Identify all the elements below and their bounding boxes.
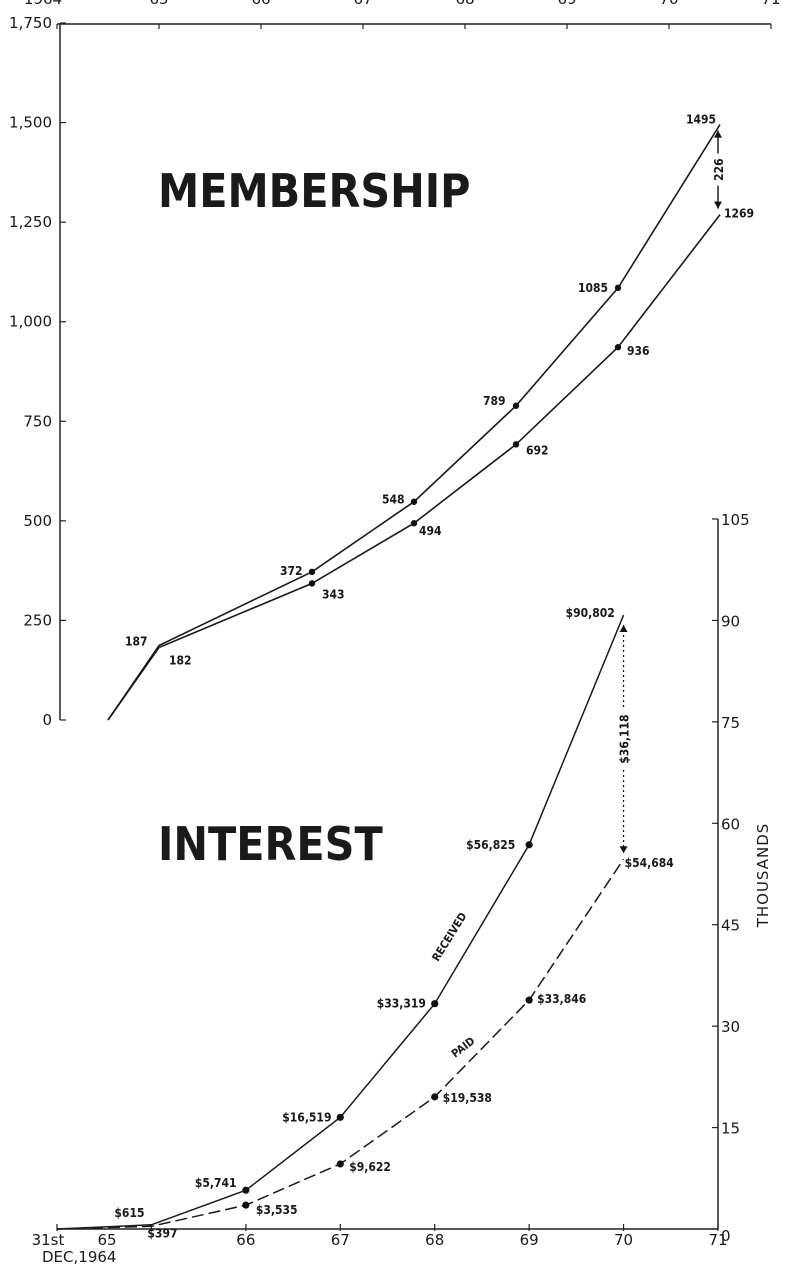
membership-arrowhead-up (714, 130, 722, 138)
interest-x-tick-label: 67 (331, 1231, 350, 1249)
interest-point (525, 841, 533, 849)
membership-data-label: 343 (322, 587, 345, 601)
membership-point (614, 344, 622, 351)
membership-data-label: 789 (483, 394, 506, 408)
interest-point (242, 1186, 250, 1194)
membership-point (410, 520, 418, 527)
interest-difference-label-bg (615, 709, 632, 770)
membership-title: MEMBERSHIP (158, 164, 471, 218)
interest-y-tick-label: 75 (721, 714, 740, 732)
interest-point (431, 1000, 439, 1008)
membership-point (308, 580, 316, 587)
membership-series-line-2 (107, 214, 721, 721)
interest-point (431, 1093, 439, 1101)
membership-arrowhead-down (714, 201, 722, 209)
interest-x-tick-label: 68 (425, 1231, 444, 1249)
interest-x-tick-label: 69 (520, 1231, 539, 1249)
membership-y-tick-label: 1,000 (9, 313, 52, 331)
membership-data-label: 372 (280, 564, 303, 578)
interest-chart: INTEREST 0 15 30 45 60 75 90 105 THOUSANDS 31st 65… (32, 511, 772, 1266)
interest-data-label: $3,535 (256, 1203, 298, 1217)
membership-data-label: 1085 (578, 281, 608, 295)
membership-data-label: 182 (169, 654, 192, 668)
membership-y-tick-label: 1,250 (9, 213, 52, 231)
membership-data-label: 692 (526, 443, 549, 457)
interest-data-label: $33,846 (537, 992, 586, 1006)
membership-data-label: 936 (627, 344, 650, 358)
membership-chart: MEMBERSHIP 0 250 500 750 1,000 1,250 1,500 1,75… (9, 0, 781, 729)
interest-point (336, 1113, 344, 1121)
membership-data-label: 548 (382, 493, 405, 507)
membership-point (410, 498, 418, 505)
interest-y-tick-label: 45 (721, 917, 740, 935)
membership-x-tick-label: 69 (557, 0, 576, 8)
membership-data-label: 187 (125, 635, 148, 649)
interest-data-label: $19,538 (443, 1091, 492, 1105)
interest-point (242, 1201, 250, 1209)
interest-data-label: $9,622 (349, 1160, 391, 1174)
interest-y-tick-label: 30 (721, 1018, 740, 1036)
membership-point (512, 441, 520, 448)
membership-point (512, 402, 520, 409)
membership-y-tick-label: 1,750 (9, 14, 52, 32)
membership-x-tick-label: 71 (761, 0, 780, 8)
interest-x-tick-label: 65 (97, 1231, 116, 1249)
membership-x-tick-label: 70 (659, 0, 678, 8)
interest-y-tick-label: 15 (721, 1120, 740, 1138)
membership-point (308, 568, 316, 576)
membership-y-tick-label: 0 (42, 711, 52, 729)
interest-data-label: $54,684 (625, 856, 675, 870)
interest-point (336, 1160, 344, 1168)
membership-x-tick-label: 1964 (24, 0, 62, 8)
membership-data-label: 1269 (724, 207, 754, 221)
interest-y-tick-label: 90 (721, 612, 740, 630)
interest-data-label: $33,319 (377, 997, 426, 1011)
interest-y-tick-label: 60 (721, 815, 740, 833)
interest-x-tick-label: 70 (614, 1231, 633, 1249)
interest-y-axis-label: THOUSANDS (754, 823, 772, 929)
membership-x-tick-label: 65 (149, 0, 168, 8)
interest-difference-label: $36,118 (618, 715, 632, 764)
interest-data-label: $90,802 (566, 606, 615, 620)
interest-title: INTEREST (158, 817, 383, 871)
membership-point (614, 284, 622, 292)
membership-difference-label-bg (710, 153, 726, 186)
interest-x-tick-label: 71 (708, 1231, 727, 1249)
interest-series-line-2 (56, 858, 625, 1230)
interest-y-tick-label: 105 (721, 511, 750, 529)
membership-data-label: 494 (419, 524, 442, 538)
interest-x-tick-label: 66 (236, 1231, 255, 1249)
membership-y-tick-label: 750 (23, 412, 52, 430)
membership-x-tick-label: 66 (251, 0, 270, 8)
interest-point (525, 996, 533, 1004)
membership-y-tick-label: 250 (23, 611, 52, 629)
membership-difference-label: 226 (712, 158, 726, 181)
interest-x-tick-label: 31st (32, 1231, 65, 1249)
interest-arrowhead-up (619, 625, 628, 633)
interest-data-label: $5,741 (195, 1176, 237, 1190)
interest-y-tick-label: 0 (721, 1227, 731, 1245)
interest-x-subtitle: DEC,1964 (42, 1248, 116, 1266)
membership-y-tick-label: 500 (23, 512, 52, 530)
interest-data-label: $16,519 (282, 1110, 331, 1124)
membership-y-tick-label: 1,500 (9, 114, 52, 132)
membership-x-tick-label: 68 (455, 0, 474, 8)
interest-arrowhead-down (619, 846, 628, 854)
membership-x-tick-label: 67 (353, 0, 372, 8)
interest-data-label: $56,825 (466, 838, 515, 852)
interest-data-label: $397 (147, 1226, 177, 1240)
interest-series-line-1 (56, 614, 625, 1230)
interest-data-label: $615 (114, 1206, 144, 1220)
membership-data-label: 1495 (686, 113, 716, 127)
